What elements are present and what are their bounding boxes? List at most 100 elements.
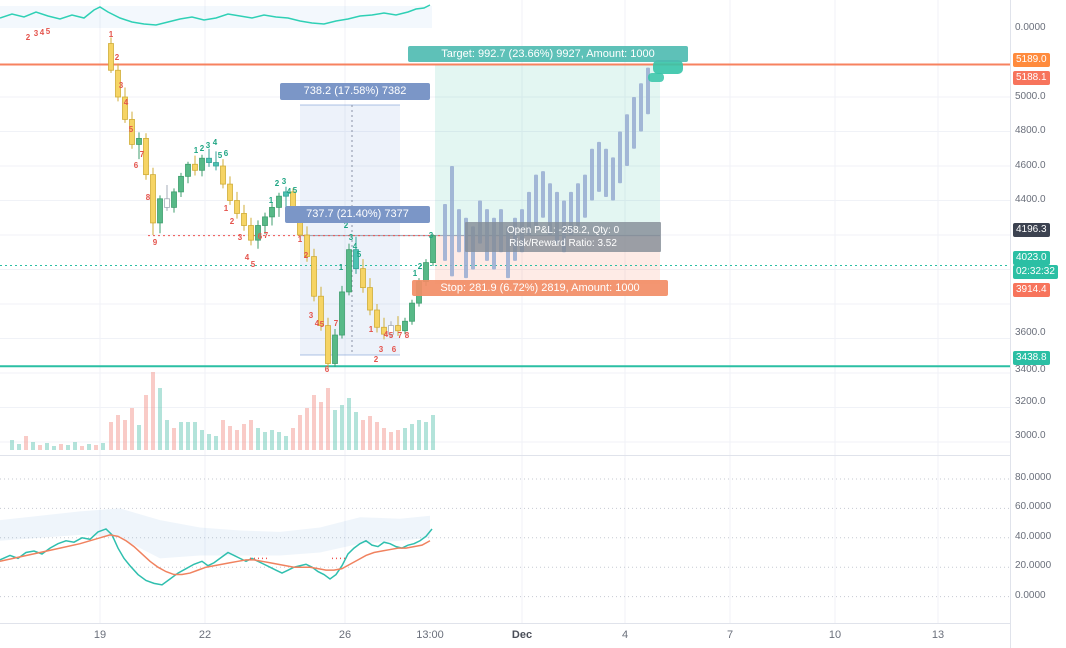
svg-text:2: 2 [200,144,205,153]
svg-text:8: 8 [405,331,410,340]
svg-text:6: 6 [258,232,263,241]
price-axis-label: 3000.0 [1015,430,1046,441]
price-axis-label: 60.0000 [1015,501,1052,512]
price-axis-label: 4800.0 [1015,125,1046,136]
svg-text:1: 1 [269,196,274,205]
svg-text:4: 4 [287,187,292,196]
price-axis-label[interactable]: 3914.4 [1013,283,1050,297]
price-axis-label[interactable]: 3438.8 [1013,351,1050,365]
overlay-indicator-line [0,4,431,26]
price-axis-label: 3400.0 [1015,364,1046,375]
svg-text:3: 3 [282,177,287,186]
svg-text:1: 1 [298,235,303,244]
time-axis-label: 26 [338,629,352,641]
svg-text:1: 1 [413,269,418,278]
svg-text:3: 3 [309,311,314,320]
svg-text:5: 5 [320,320,325,329]
svg-text:3: 3 [238,233,243,242]
target-label[interactable]: Target: 992.7 (23.66%) 9927, Amount: 100… [408,46,688,62]
position-info-box[interactable]: Open P&L: -258.2, Qty: 0 Risk/Reward Rat… [465,222,661,252]
price-axis-label: 80.0000 [1015,472,1052,483]
indicator-pane[interactable] [0,455,1010,624]
time-axis-label: 10 [828,629,842,641]
svg-text:7: 7 [334,319,339,328]
svg-text:4: 4 [124,98,129,107]
price-axis-label: 4400.0 [1015,194,1046,205]
svg-text:5: 5 [293,186,298,195]
svg-text:7: 7 [140,150,145,159]
time-axis-label: Dec [511,629,533,641]
svg-text:4: 4 [245,253,250,262]
price-axis-label: 4600.0 [1015,160,1046,171]
price-axis-label[interactable]: 4023.0 [1013,251,1050,265]
time-axis-label: 13:00 [416,629,444,641]
sub-grid [0,456,1010,624]
indicator-line-fast [0,528,433,586]
svg-text:3: 3 [34,29,39,38]
svg-text:3: 3 [206,141,211,150]
svg-text:5: 5 [357,250,362,259]
svg-text:1: 1 [339,263,344,272]
time-axis-label: 4 [621,629,629,641]
price-axis-label: 0.0000 [1015,590,1046,601]
price-axis-label[interactable]: 5188.1 [1013,71,1050,85]
svg-text:4: 4 [40,28,45,37]
svg-text:7: 7 [264,231,269,240]
svg-text:6: 6 [325,365,330,374]
svg-text:5: 5 [389,331,394,340]
svg-text:3: 3 [379,345,384,354]
target-hit-marker [653,60,683,74]
volume-bars [10,372,435,450]
price-axis-label: 0.0000 [1015,22,1046,33]
time-axis-label: 7 [726,629,734,641]
time-axis-label: 22 [198,629,212,641]
target-hit-marker [648,73,664,82]
svg-text:5: 5 [251,260,256,269]
svg-text:2: 2 [344,221,349,230]
price-axis-label: 40.0000 [1015,531,1052,542]
measure-label-top[interactable]: 738.2 (17.58%) 7382 [280,83,430,100]
svg-text:9: 9 [153,238,158,247]
price-axis-label[interactable]: 02:32:32 [1013,265,1058,279]
measure-label-mid[interactable]: 737.7 (21.40%) 7377 [285,206,430,223]
svg-text:2: 2 [115,53,120,62]
price-axis-label: 3600.0 [1015,327,1046,338]
stop-label[interactable]: Stop: 281.9 (6.72%) 2819, Amount: 1000 [412,280,668,296]
price-axis-label[interactable]: 4196.3 [1013,223,1050,237]
svg-text:2: 2 [418,262,423,271]
price-axis-label[interactable]: 5189.0 [1013,53,1050,67]
target-zone[interactable] [435,64,660,236]
svg-text:5: 5 [129,125,134,134]
indicator-line-slow [0,534,431,576]
svg-text:1: 1 [224,204,229,213]
svg-text:1: 1 [194,146,199,155]
svg-text:2: 2 [230,217,235,226]
svg-text:3: 3 [119,81,124,90]
svg-text:5: 5 [46,27,51,36]
price-axis[interactable]: 0.0000 5189.0 5188.1 5000.0 4800.0 4600.0 4400… [1010,0,1066,648]
svg-text:6: 6 [392,345,397,354]
svg-text:6: 6 [224,149,229,158]
price-axis-label: 3200.0 [1015,396,1046,407]
svg-text:2: 2 [304,251,309,260]
risk-reward-text: Risk/Reward Ratio: 3.52 [509,238,617,249]
svg-text:2: 2 [275,179,280,188]
svg-text:6: 6 [134,161,139,170]
svg-text:4: 4 [315,319,320,328]
svg-text:4: 4 [213,138,218,147]
svg-text:7: 7 [398,331,403,340]
indicator-canvas[interactable] [0,456,1010,624]
svg-text:1: 1 [109,30,114,39]
candles [108,37,436,369]
time-axis[interactable]: 19 22 26 13:00 Dec 4 7 10 13 [0,623,1010,648]
svg-text:3: 3 [349,233,354,242]
svg-text:8: 8 [146,193,151,202]
price-axis-label: 20.0000 [1015,560,1052,571]
svg-text:4: 4 [384,330,389,339]
svg-text:3: 3 [429,231,434,240]
measure-box[interactable] [300,105,400,355]
indicator-band [0,508,430,559]
